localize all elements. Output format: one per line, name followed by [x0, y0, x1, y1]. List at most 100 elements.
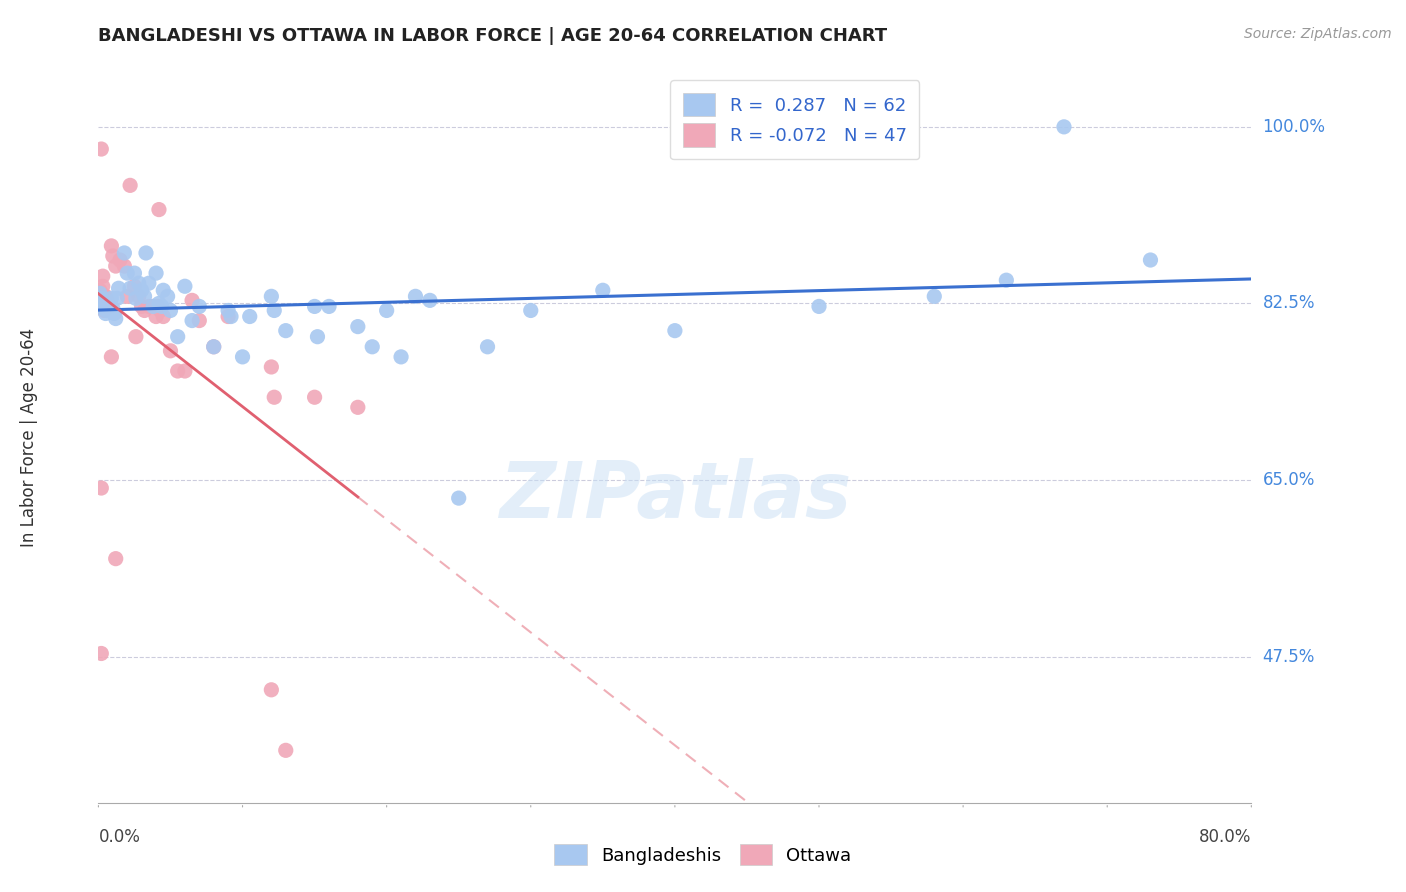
Point	[181, 313, 204, 327]
Point	[149, 303, 172, 318]
Point	[142, 300, 165, 314]
Point	[131, 283, 153, 297]
Point	[217, 310, 239, 324]
Point	[202, 340, 225, 354]
Point	[100, 239, 122, 253]
Point	[90, 647, 112, 661]
Point	[263, 390, 285, 404]
Text: ZIPatlas: ZIPatlas	[499, 458, 851, 533]
Point	[239, 310, 262, 324]
Point	[152, 283, 174, 297]
Point	[807, 300, 830, 314]
Point	[307, 329, 329, 343]
Point	[100, 350, 122, 364]
Point	[217, 303, 239, 318]
Point	[94, 306, 117, 320]
Text: Source: ZipAtlas.com: Source: ZipAtlas.com	[1244, 27, 1392, 41]
Legend: Bangladeshis, Ottawa: Bangladeshis, Ottawa	[546, 835, 860, 874]
Point	[94, 289, 117, 303]
Point	[188, 300, 211, 314]
Text: 100.0%: 100.0%	[1263, 118, 1326, 136]
Point	[148, 296, 170, 310]
Point	[148, 202, 170, 217]
Point	[120, 178, 142, 193]
Point	[142, 300, 165, 314]
Point	[477, 340, 499, 354]
Point	[120, 281, 142, 295]
Point	[117, 266, 138, 280]
Point	[1053, 120, 1076, 134]
Point	[93, 303, 115, 318]
Point	[138, 300, 160, 314]
Point	[112, 246, 135, 260]
Point	[159, 343, 181, 358]
Point	[1139, 253, 1161, 268]
Point	[131, 300, 153, 314]
Point	[664, 324, 686, 338]
Point	[112, 259, 135, 273]
Point	[93, 301, 115, 316]
Point	[263, 303, 285, 318]
Point	[260, 682, 283, 697]
Point	[156, 289, 179, 303]
Point	[125, 329, 148, 343]
Point	[145, 266, 167, 280]
Point	[98, 300, 121, 314]
Text: BANGLADESHI VS OTTAWA IN LABOR FORCE | AGE 20-64 CORRELATION CHART: BANGLADESHI VS OTTAWA IN LABOR FORCE | A…	[98, 27, 887, 45]
Point	[304, 300, 326, 314]
Point	[231, 350, 254, 364]
Point	[104, 311, 127, 326]
Point	[274, 324, 297, 338]
Point	[145, 310, 167, 324]
Point	[128, 277, 150, 291]
Point	[125, 291, 148, 305]
Point	[150, 300, 173, 314]
Point	[89, 283, 111, 297]
Point	[105, 291, 128, 305]
Point	[995, 273, 1018, 287]
Point	[181, 293, 204, 308]
Point	[166, 329, 188, 343]
Point	[124, 279, 146, 293]
Point	[260, 289, 283, 303]
Text: In Labor Force | Age 20-64: In Labor Force | Age 20-64	[20, 327, 38, 547]
Text: 0.0%: 0.0%	[98, 828, 141, 846]
Point	[159, 303, 181, 318]
Point	[101, 249, 124, 263]
Point	[107, 281, 129, 295]
Legend: R =  0.287   N = 62, R = -0.072   N = 47: R = 0.287 N = 62, R = -0.072 N = 47	[671, 80, 920, 160]
Point	[405, 289, 427, 303]
Point	[104, 259, 127, 273]
Point	[108, 253, 131, 268]
Point	[202, 340, 225, 354]
Point	[174, 279, 197, 293]
Point	[922, 289, 945, 303]
Point	[134, 289, 156, 303]
Point	[146, 300, 169, 314]
Point	[135, 246, 157, 260]
Point	[90, 289, 112, 303]
Text: 82.5%: 82.5%	[1263, 294, 1315, 312]
Point	[91, 279, 114, 293]
Point	[419, 293, 441, 308]
Point	[124, 266, 146, 280]
Point	[346, 319, 368, 334]
Point	[219, 310, 242, 324]
Point	[375, 303, 398, 318]
Point	[90, 291, 112, 305]
Point	[389, 350, 412, 364]
Point	[104, 551, 127, 566]
Point	[447, 491, 470, 505]
Point	[89, 286, 111, 301]
Point	[361, 340, 384, 354]
Point	[134, 303, 156, 318]
Point	[520, 303, 543, 318]
Point	[103, 306, 125, 320]
Point	[96, 293, 118, 308]
Point	[96, 303, 118, 318]
Point	[90, 481, 112, 495]
Point	[174, 364, 197, 378]
Point	[117, 289, 138, 303]
Point	[128, 289, 150, 303]
Point	[346, 401, 368, 415]
